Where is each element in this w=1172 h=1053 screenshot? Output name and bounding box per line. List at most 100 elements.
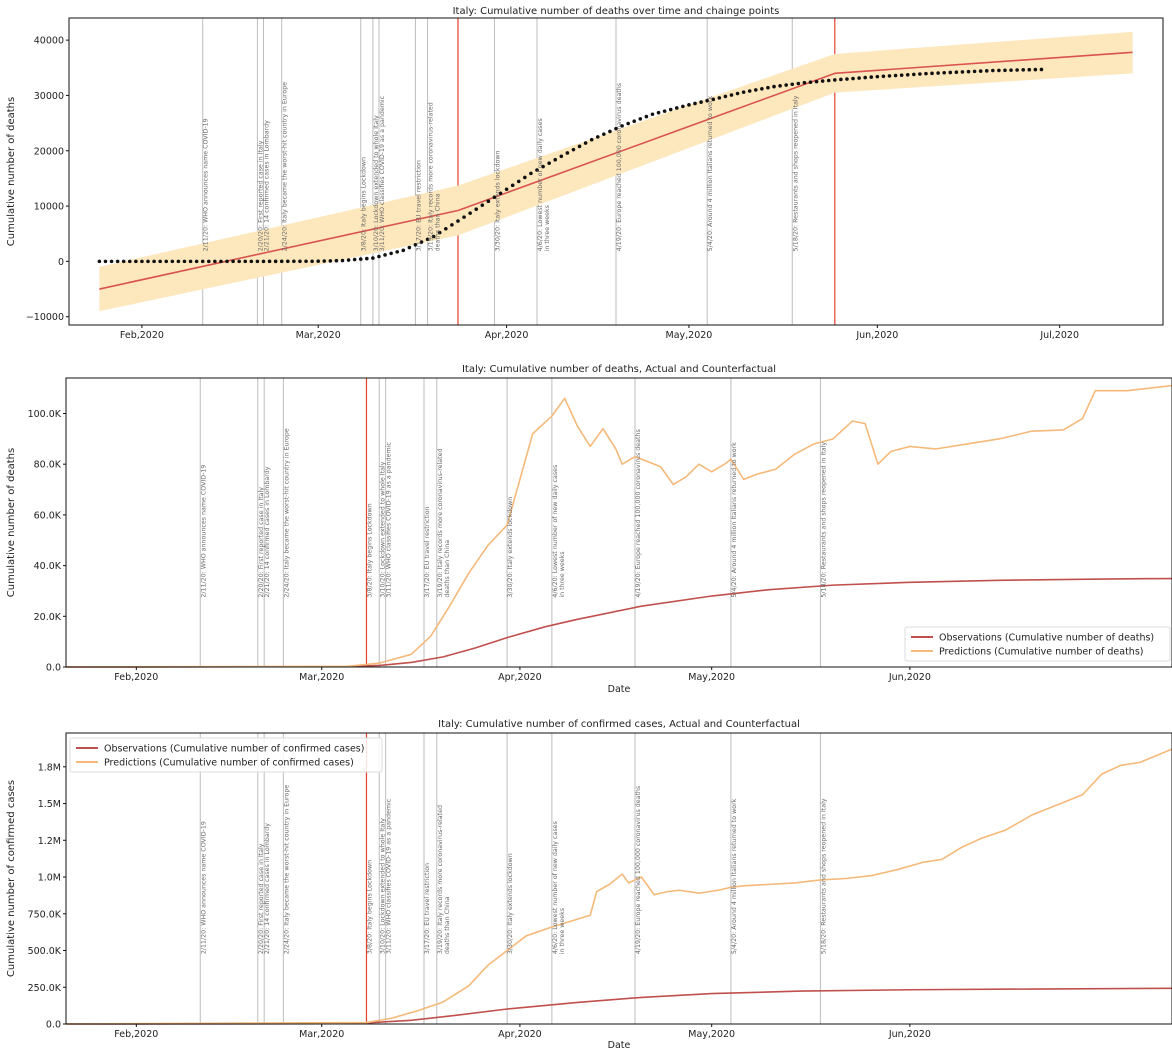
observed-point (140, 259, 144, 264)
event-label: 3/11/20: WHO classifies COVID-19 as a pa… (386, 442, 393, 598)
observed-point (620, 124, 624, 128)
event-lines (202, 18, 793, 325)
observed-point (863, 75, 867, 80)
event-label: 3/8/20: Italy begins Lockdown (361, 157, 368, 251)
observed-point (298, 259, 302, 264)
observed-point (662, 109, 667, 113)
event-label-line2: in three weeks (544, 205, 551, 251)
chart-panel-2: 2/11/20: WHO announces name COVID-19 2/20… (6, 364, 1172, 695)
observed-point (261, 259, 266, 264)
y-tick-label: 0.0 (46, 663, 61, 674)
event-label: 5/18/20: Restaurants and shops reopened … (792, 95, 799, 251)
legend-label: Observations (Cumulative number of confi… (104, 744, 364, 755)
observed-point (523, 175, 527, 180)
observed-point (772, 84, 776, 89)
observed-point (656, 110, 661, 115)
observed-point (310, 259, 314, 264)
observed-point (723, 94, 728, 99)
observed-point (820, 79, 825, 83)
observed-point (936, 71, 940, 75)
x-tick-label: May,2020 (688, 1029, 735, 1040)
legend-box (904, 626, 1171, 662)
observed-point (899, 73, 904, 77)
observed-point (200, 259, 205, 264)
observed-point (1021, 68, 1026, 72)
observed-point (984, 69, 989, 73)
observed-point (681, 104, 685, 109)
x-tick-label: May,2020 (688, 672, 735, 683)
event-label: 5/4/20: Around 4 million Italians return… (707, 95, 714, 251)
event-label: 2/24/20: Italy became the worst-hit coun… (283, 428, 290, 598)
event-label: 3/17/20: EU travel restriction (424, 506, 431, 597)
event-label: 2/20/20: First reported case in Italy (258, 487, 265, 598)
event-label: 2/11/20: WHO announces name COVID-19 (200, 465, 207, 598)
observed-point (753, 88, 758, 92)
y-tick-label: 1.0M (38, 873, 61, 884)
observed-point (462, 215, 466, 219)
observed-point (371, 256, 375, 260)
observed-point (267, 259, 272, 264)
observed-point (942, 70, 946, 75)
observed-point (474, 207, 479, 211)
observed-point (577, 144, 582, 149)
event-label: 3/30/20: Italy extends lockdown (507, 497, 514, 598)
observed-point (1027, 67, 1032, 72)
observed-point (905, 72, 910, 77)
observed-point (243, 259, 248, 264)
event-label: 3/19/20: Italy records more coronavirus-… (428, 102, 435, 251)
observed-point (383, 253, 387, 257)
event-label: 3/10/20: Lockdown extended to whole Ital… (373, 115, 380, 251)
x-tick-label: May,2020 (666, 330, 713, 341)
x-tick-label: Jul,2020 (1039, 330, 1079, 341)
chart-title: Italy: Cumulative number of deaths over … (453, 6, 780, 17)
observed-point (255, 259, 260, 264)
y-tick-label: 250.0K (28, 983, 62, 994)
observed-point (729, 93, 734, 97)
legend: Observations (Cumulative number of death… (904, 626, 1171, 662)
observed-point (328, 259, 333, 263)
x-tick-label: Feb,2020 (120, 330, 164, 341)
observed-point (644, 114, 649, 119)
observed-point (279, 259, 284, 264)
observed-point (547, 161, 551, 165)
observed-point (377, 254, 381, 259)
event-label: 3/17/20: EU travel restriction (415, 160, 422, 251)
observed-point (790, 82, 795, 87)
observed-point (571, 147, 576, 152)
observed-point (826, 78, 831, 83)
observed-point (170, 259, 175, 264)
event-label: 2/11/20: WHO announces name COVID-19 (203, 118, 210, 251)
legend-label: Predictions (Cumulative number of confir… (104, 758, 354, 769)
observed-point (541, 164, 545, 169)
event-label: 4/6/20: Lowest number of new daily cases (552, 465, 559, 598)
y-axis-label: Cumulative number of deaths (6, 97, 17, 246)
observed-point (674, 106, 679, 110)
observed-point (747, 89, 752, 93)
x-axis-label: Date (608, 684, 631, 695)
observed-point (322, 259, 327, 263)
observed-point (1033, 67, 1038, 72)
observed-point (735, 91, 740, 96)
event-label: 2/21/20: 14 confirmed cases in Lombardy (263, 120, 270, 251)
y-tick-label: 40.0K (34, 561, 62, 572)
event-label: 2/24/20: Italy became the worst-hit coun… (282, 82, 289, 252)
observed-point (699, 100, 703, 104)
event-label: 4/6/20: Lowest number of new daily cases (537, 118, 544, 251)
observed-point (249, 259, 254, 264)
observed-point (875, 74, 880, 79)
event-label-line2: in three weeks (559, 551, 566, 597)
event-label: 2/20/20: First reported case in Italy (257, 140, 264, 251)
observed-point (705, 98, 709, 103)
observed-point (516, 179, 521, 184)
observed-point (553, 157, 558, 162)
observed-point (1039, 67, 1044, 72)
observed-points (97, 67, 1044, 264)
observed-point (389, 251, 393, 256)
observed-point (510, 183, 515, 188)
observed-point (450, 223, 454, 227)
observed-point (176, 259, 181, 264)
observed-point (206, 259, 211, 264)
observed-point (346, 258, 351, 262)
observed-point (650, 112, 655, 117)
observed-point (638, 117, 643, 121)
